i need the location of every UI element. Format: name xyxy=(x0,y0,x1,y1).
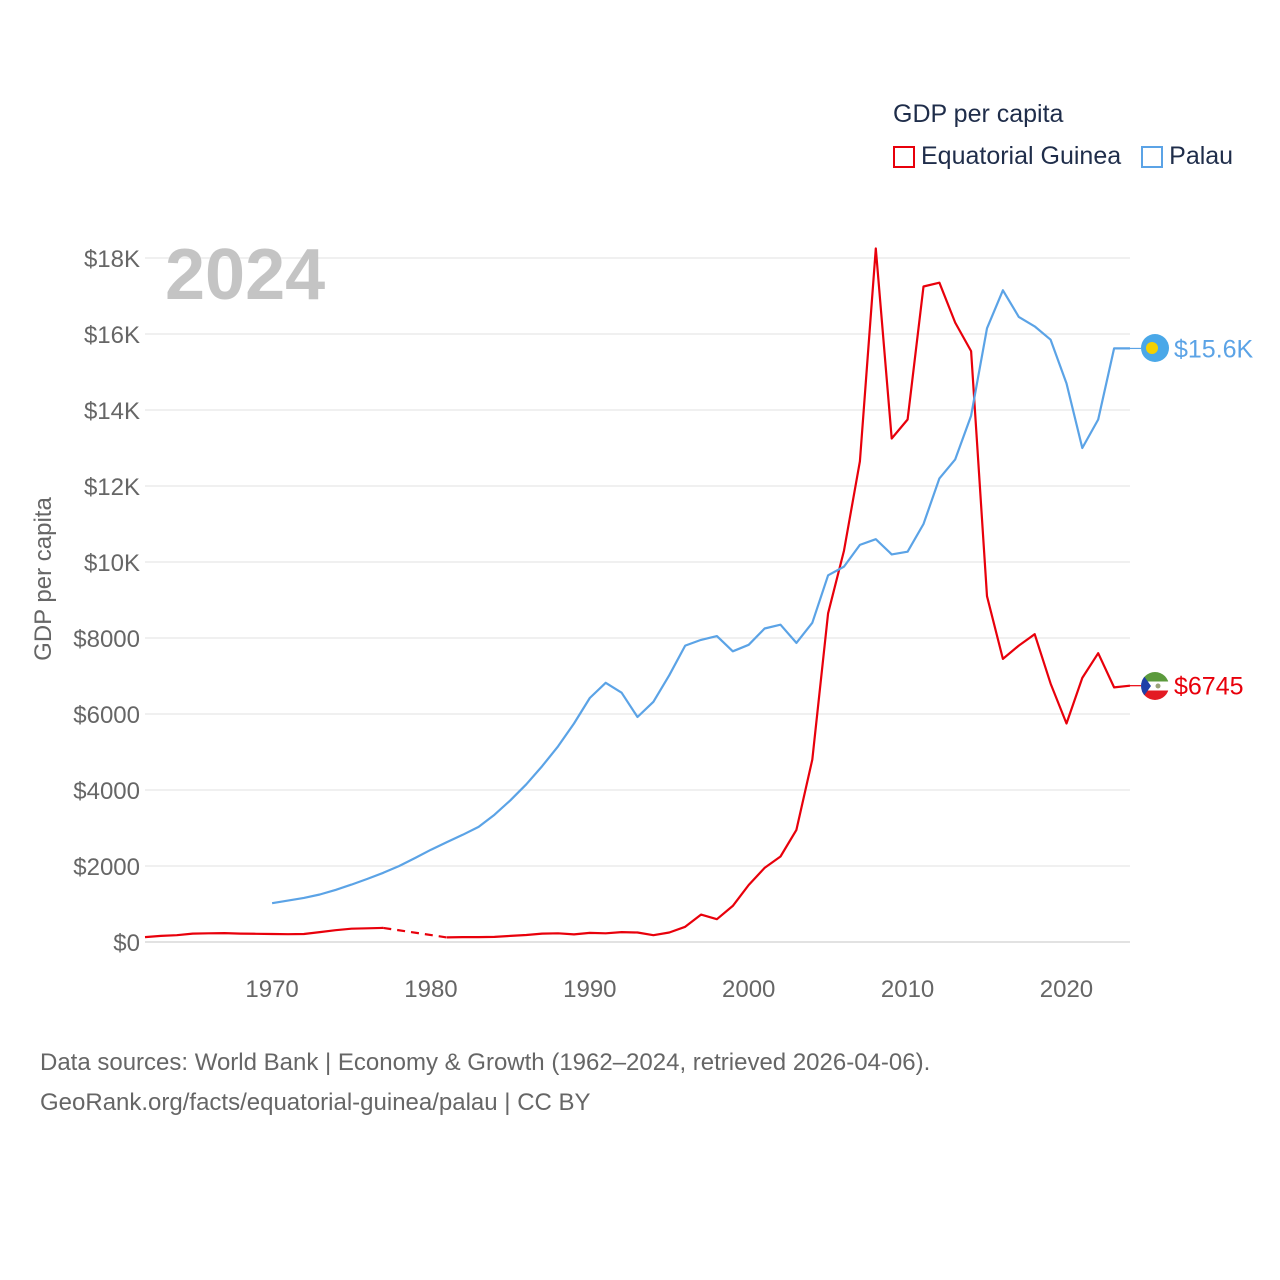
y-tick-label: $16K xyxy=(84,322,140,349)
y-tick-label: $14K xyxy=(84,398,140,425)
equatorial-guinea-flag-icon xyxy=(1141,672,1169,700)
x-tick-label: 1990 xyxy=(563,976,616,1003)
y-tick-label: $4000 xyxy=(73,778,140,805)
y-tick-label: $6000 xyxy=(73,702,140,729)
end-markers xyxy=(1141,334,1169,700)
x-tick-label: 1980 xyxy=(404,976,457,1003)
legend: Equatorial Guinea Palau xyxy=(893,142,1253,171)
series-line-equatorial-guinea xyxy=(144,926,384,939)
series-lines xyxy=(144,247,1141,939)
y-tick-label: $8000 xyxy=(73,626,140,653)
end-labels: $6745 $15.6K xyxy=(1174,335,1254,700)
x-tick-label: 2010 xyxy=(881,976,934,1003)
legend-label-palau: Palau xyxy=(1169,142,1234,170)
source-line-1: Data sources: World Bank | Economy & Gro… xyxy=(40,1049,931,1076)
series-line-palau xyxy=(271,289,1130,905)
legend-swatch-palau xyxy=(1141,145,1164,168)
year-label: 2024 xyxy=(165,235,325,315)
palau-flag-icon xyxy=(1141,334,1169,362)
y-axis: $0 $2000 $4000 $6000 $8000 $10K $12K $14K $16K $1… xyxy=(73,246,140,957)
x-axis: 1970 1980 1990 2000 2010 2020 xyxy=(245,976,1093,1003)
series-gap-equatorial-guinea xyxy=(383,926,448,939)
legend-label-equatorial-guinea: Equatorial Guinea xyxy=(921,142,1122,170)
legend-item-palau[interactable]: Palau xyxy=(1141,142,1233,171)
legend-item-equatorial-guinea[interactable]: Equatorial Guinea xyxy=(893,142,1121,171)
y-tick-label: $10K xyxy=(84,550,140,577)
source-note: Data sources: World Bank | Economy & Gro… xyxy=(40,1043,930,1123)
x-tick-label: 2020 xyxy=(1040,976,1093,1003)
y-tick-label: $18K xyxy=(84,246,140,273)
legend-title: GDP per capita xyxy=(893,100,1064,128)
y-axis-label: GDP per capita xyxy=(30,497,57,661)
series-line-equatorial-guinea xyxy=(446,247,1131,939)
y-tick-label: $0 xyxy=(113,930,140,957)
x-tick-label: 1970 xyxy=(245,976,298,1003)
grid-lines xyxy=(145,257,1130,943)
end-label-equatorial-guinea: $6745 xyxy=(1174,673,1244,701)
x-tick-label: 2000 xyxy=(722,976,775,1003)
y-tick-label: $12K xyxy=(84,474,140,501)
y-tick-label: $2000 xyxy=(73,854,140,881)
legend-swatch-equatorial-guinea xyxy=(893,145,915,168)
end-label-palau: $15.6K xyxy=(1174,335,1254,363)
source-line-2[interactable]: GeoRank.org/facts/equatorial-guinea/pala… xyxy=(40,1089,591,1116)
